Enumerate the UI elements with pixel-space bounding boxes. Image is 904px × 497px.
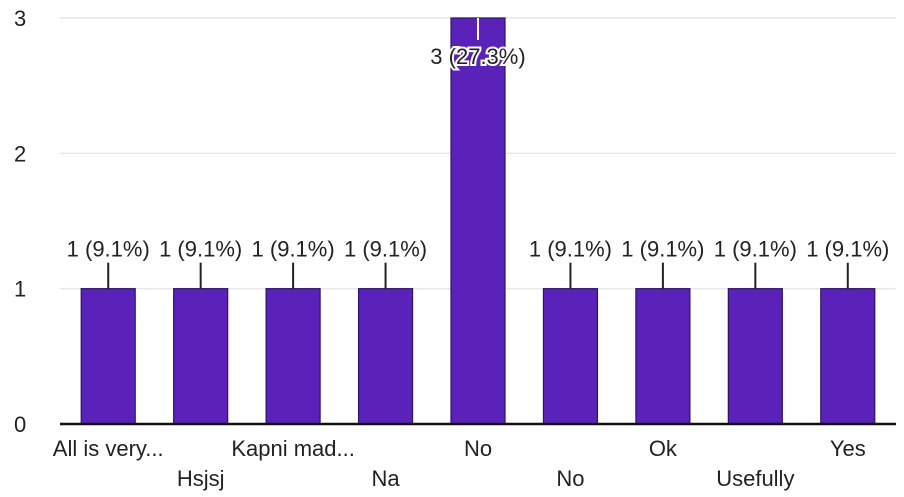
data-label: 1 (9.1%): [344, 237, 427, 262]
data-label: 1 (9.1%): [621, 237, 704, 262]
x-tick-label: No: [556, 466, 584, 491]
bar: [173, 288, 229, 425]
data-label: 3 (27.3%): [430, 44, 525, 69]
data-label: 1 (9.1%): [67, 237, 150, 262]
data-label: 1 (9.1%): [714, 237, 797, 262]
x-tick-label: Hsjsj: [177, 466, 225, 491]
y-tick-label: 3: [14, 6, 26, 31]
x-tick-label: Na: [371, 466, 400, 491]
x-tick-label: No: [464, 436, 492, 461]
x-tick-label: Kapni mad...: [231, 436, 355, 461]
x-tick-label: Yes: [830, 436, 866, 461]
x-tick-label: Usefully: [716, 466, 794, 491]
y-tick-label: 0: [14, 412, 26, 437]
bar: [635, 288, 691, 425]
y-tick-label: 1: [14, 277, 26, 302]
bar: [727, 288, 783, 425]
data-label: 1 (9.1%): [252, 237, 335, 262]
data-label: 1 (9.1%): [529, 237, 612, 262]
bar: [542, 288, 599, 425]
bar: [265, 288, 321, 425]
bar-layer: [80, 17, 876, 425]
x-tick-label: Ok: [649, 436, 678, 461]
bar: [820, 288, 876, 425]
label-layer: 0 1 2 3 1 (9.1%) All is very... 1 (9.1%) Hsjsj 1…: [14, 6, 889, 491]
y-tick-label: 2: [14, 141, 26, 166]
data-label: 1 (9.1%): [159, 237, 242, 262]
bar: [357, 288, 414, 425]
bar: [450, 17, 506, 425]
x-tick-label: All is very...: [53, 436, 164, 461]
data-label: 1 (9.1%): [806, 237, 889, 262]
bar: [80, 288, 136, 425]
